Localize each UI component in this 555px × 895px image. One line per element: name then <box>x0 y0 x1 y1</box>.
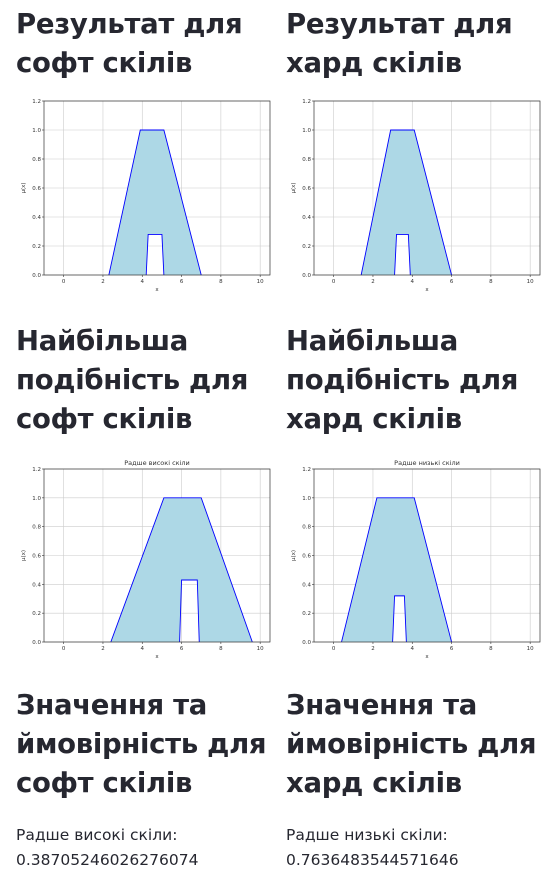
x-tick-label: 0 <box>332 646 336 652</box>
chart-svg: 0 2 4 6 8 10 0.0 0.2 0.4 0.6 0.8 1.0 1.2 x μ(x) <box>21 99 271 293</box>
y-tick-label: 1.0 <box>302 128 311 134</box>
y-tick-label: 0.2 <box>302 611 311 617</box>
y-tick-label: 0.0 <box>32 640 41 646</box>
hard-value-heading: Значення та ймовірність для хард скілів <box>286 689 537 799</box>
y-axis-label: μ(x) <box>21 550 27 561</box>
x-tick-label: 4 <box>411 646 415 652</box>
soft-value-label: Радше високі скіли: <box>16 826 178 844</box>
x-tick-label: 10 <box>527 279 534 285</box>
soft-value-heading: Значення та ймовірність для софт скілів <box>16 689 267 799</box>
y-tick-label: 0.0 <box>302 640 311 646</box>
membership-area <box>110 497 253 642</box>
y-tick-label: 0.4 <box>32 215 41 221</box>
y-tick-label: 0.2 <box>32 244 41 250</box>
x-tick-label: 2 <box>371 279 375 285</box>
x-tick-label: 4 <box>411 279 415 285</box>
y-tick-label: 0.6 <box>32 554 41 560</box>
chart-title: Радше високі скіли <box>124 459 190 467</box>
y-tick-label: 0.4 <box>32 582 41 588</box>
chart-svg: 0 2 4 6 8 10 0.0 0.2 0.4 0.6 0.8 1.0 1.2 x μ(x) Радше в… <box>21 459 271 660</box>
x-axis-label: x <box>425 654 429 660</box>
hard-similarity-chart: 0 2 4 6 8 10 0.0 0.2 0.4 0.6 0.8 1.0 1.2 x μ(x) Радше н… <box>286 455 546 660</box>
y-tick-label: 1.0 <box>302 496 311 502</box>
hard-similarity-heading: Найбільша подібність для хард скілів <box>286 325 519 435</box>
y-tick-label: 0.2 <box>32 611 41 617</box>
x-axis-label: x <box>425 287 429 293</box>
y-tick-label: 0.0 <box>32 273 41 279</box>
y-tick-label: 0.0 <box>302 273 311 279</box>
x-axis-label: x <box>155 287 159 293</box>
y-axis-label: μ(x) <box>291 182 297 193</box>
x-tick-label: 10 <box>257 646 264 652</box>
hard-value-label: Радше низькі скіли: <box>286 826 448 844</box>
x-tick-label: 6 <box>180 279 184 285</box>
x-tick-label: 4 <box>141 646 145 652</box>
membership-area <box>341 497 452 642</box>
x-tick-label: 0 <box>62 279 66 285</box>
x-tick-label: 8 <box>219 646 223 652</box>
y-tick-label: 0.8 <box>32 157 41 163</box>
soft-value-block: Радше високі скіли: 0.38705246026276074 <box>16 823 276 873</box>
x-tick-label: 0 <box>62 646 66 652</box>
y-tick-label: 0.4 <box>302 582 311 588</box>
hard-value-number: 0.7636483544571646 <box>286 851 459 869</box>
y-tick-label: 0.8 <box>302 157 311 163</box>
x-tick-label: 8 <box>489 279 493 285</box>
hard-result-heading: Результат для хард скілів <box>286 8 513 79</box>
membership-inner-line <box>394 233 411 276</box>
x-tick-label: 6 <box>180 646 184 652</box>
membership-inner-line <box>179 579 200 643</box>
y-tick-label: 1.2 <box>32 467 41 473</box>
membership-outer-line <box>341 497 453 643</box>
y-tick-label: 1.0 <box>32 128 41 134</box>
x-axis-label: x <box>155 654 159 660</box>
y-tick-label: 0.6 <box>32 186 41 192</box>
x-tick-label: 2 <box>101 646 105 652</box>
soft-result-heading: Результат для софт скілів <box>16 8 243 79</box>
y-tick-label: 1.2 <box>32 99 41 105</box>
y-tick-label: 1.2 <box>302 99 311 105</box>
x-tick-label: 10 <box>527 646 534 652</box>
soft-value-number: 0.38705246026276074 <box>16 851 199 869</box>
x-tick-label: 6 <box>450 646 454 652</box>
chart-svg: 0 2 4 6 8 10 0.0 0.2 0.4 0.6 0.8 1.0 1.2 x μ(x) <box>291 99 541 293</box>
y-tick-label: 0.6 <box>302 554 311 560</box>
y-tick-label: 1.0 <box>32 496 41 502</box>
y-axis-label: μ(x) <box>291 550 297 561</box>
soft-similarity-chart: 0 2 4 6 8 10 0.0 0.2 0.4 0.6 0.8 1.0 1.2 x μ(x) Радше в… <box>16 455 276 660</box>
membership-inner-line <box>145 233 165 276</box>
chart-title: Радше низькі скіли <box>394 459 460 467</box>
membership-area <box>361 130 452 275</box>
soft-similarity-heading: Найбільша подібність для софт скілів <box>16 325 249 435</box>
y-tick-label: 1.2 <box>302 467 311 473</box>
chart-svg: 0 2 4 6 8 10 0.0 0.2 0.4 0.6 0.8 1.0 1.2 x μ(x) Радше н… <box>291 459 541 660</box>
x-tick-label: 6 <box>450 279 454 285</box>
x-tick-label: 0 <box>332 279 336 285</box>
x-tick-label: 8 <box>489 646 493 652</box>
hard-result-chart: 0 2 4 6 8 10 0.0 0.2 0.4 0.6 0.8 1.0 1.2 x μ(x) <box>286 93 546 293</box>
membership-outer-line <box>360 129 453 276</box>
x-tick-label: 10 <box>257 279 264 285</box>
y-tick-label: 0.8 <box>302 525 311 531</box>
membership-inner-line <box>392 595 407 643</box>
x-tick-label: 8 <box>219 279 223 285</box>
x-tick-label: 4 <box>141 279 145 285</box>
x-tick-label: 2 <box>371 646 375 652</box>
hard-value-block: Радше низькі скіли: 0.7636483544571646 <box>286 823 546 873</box>
membership-area <box>108 130 202 275</box>
y-tick-label: 0.4 <box>302 215 311 221</box>
soft-result-chart: 0 2 4 6 8 10 0.0 0.2 0.4 0.6 0.8 1.0 1.2 x μ(x) <box>16 93 276 293</box>
y-tick-label: 0.8 <box>32 525 41 531</box>
y-axis-label: μ(x) <box>21 182 27 193</box>
y-tick-label: 0.2 <box>302 244 311 250</box>
x-tick-label: 2 <box>101 279 105 285</box>
y-tick-label: 0.6 <box>302 186 311 192</box>
membership-outer-line <box>108 129 202 276</box>
membership-outer-line <box>110 497 253 643</box>
